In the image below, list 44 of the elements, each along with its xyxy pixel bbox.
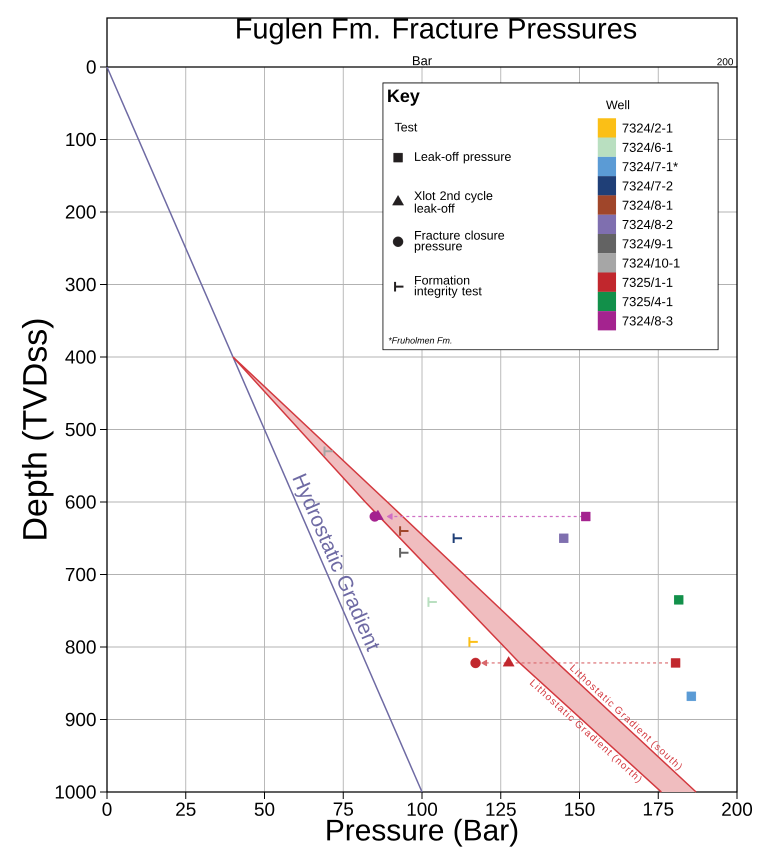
legend-label: 7324/9-1 [622,238,672,248]
legend-title: Key [388,90,420,106]
legend-label: Formation integrity test [414,276,482,298]
x-tick-label: 125 [486,802,516,816]
x-tick-label: 100 [408,802,438,816]
annotation: Well [606,100,630,110]
text: 200 [717,58,734,66]
annotation: *Fruholmen Fm. [388,337,452,344]
y-tick-label: 500 [66,422,96,436]
legend-label: 7324/6-1 [622,142,672,152]
y-tick-label: 900 [66,712,96,726]
y-tick-label: 100 [66,132,96,146]
x-tick-label: 75 [334,802,353,816]
y-tick-label: 0 [86,60,96,74]
legend-label: Fracture closure pressure [414,230,504,253]
y-tick-label: 1000 [56,785,96,799]
legend-label: 7324/2-1 [622,123,672,133]
y-tick-label: 400 [65,350,96,364]
x-tick-label: 150 [565,802,595,816]
annotation: Test [394,122,418,132]
legend-label: Xlot 2nd cycle leak-off [414,190,492,213]
y-tick-label: 700 [66,568,96,582]
x-tick-label: 25 [176,802,196,816]
legend-label: 7324/8-2 [622,220,672,230]
x-axis-title: Pressure (Bar) [327,818,518,847]
y-tick-label: 300 [66,278,96,292]
legend-label: 7324/10-1 [622,258,680,268]
y-tick-label: 200 [66,205,96,219]
y-tick-label: 600 [66,495,96,509]
x-tick-label: 0 [102,802,112,816]
legend-label: 7325/4-1 [622,296,672,306]
legend-label: 7324/7-2 [622,180,672,191]
y-axis-title: Depth (TVDss) [22,320,54,539]
legend-label: 7324/8-3 [622,316,672,326]
legend-label: 7324/7-1* [622,162,678,172]
legend-label: 7325/1-1 [622,277,672,287]
y-tick-label: 800 [66,640,96,654]
x-tick-label: 50 [254,802,274,816]
chart-title: Fuglen Fm. Fracture Pressures [237,18,636,44]
x-tick-label: 175 [644,802,674,816]
x-tick-label: 200 [722,802,752,816]
text: Bar [412,56,432,66]
legend-label: Leak-off pressure [415,152,511,164]
legend-label: 7324/8-1 [622,200,672,210]
